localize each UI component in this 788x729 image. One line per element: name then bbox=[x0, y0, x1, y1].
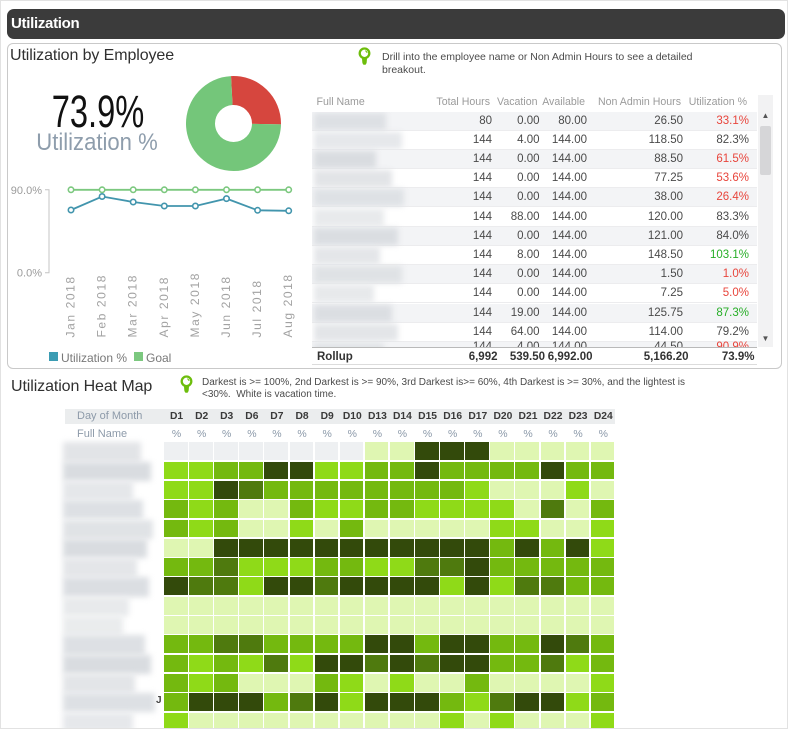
svg-text:0.0%: 0.0% bbox=[17, 268, 42, 280]
svg-text:Jul 2018: Jul 2018 bbox=[250, 279, 264, 337]
svg-text:May 2018: May 2018 bbox=[188, 272, 202, 338]
svg-text:90.0%: 90.0% bbox=[11, 185, 42, 197]
svg-text:Aug 2018: Aug 2018 bbox=[281, 273, 295, 337]
svg-text:Jun 2018: Jun 2018 bbox=[219, 275, 233, 337]
svg-text:Feb 2018: Feb 2018 bbox=[95, 274, 109, 338]
svg-text:Apr 2018: Apr 2018 bbox=[157, 276, 171, 338]
svg-text:Mar 2018: Mar 2018 bbox=[126, 274, 140, 338]
svg-text:Jan 2018: Jan 2018 bbox=[64, 275, 78, 337]
